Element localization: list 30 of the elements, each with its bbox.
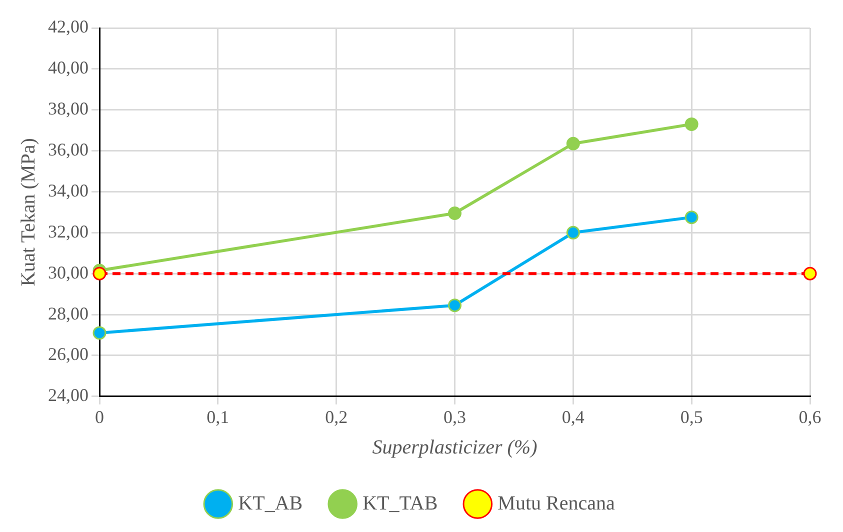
legend-label: KT_AB: [238, 492, 303, 514]
legend-label: KT_TAB: [362, 492, 438, 514]
y-tick-label: 32,00: [48, 221, 88, 242]
y-tick-label: 28,00: [48, 303, 88, 324]
point: [684, 210, 698, 224]
y-tick-label: 42,00: [48, 16, 88, 37]
point: [448, 206, 462, 220]
y-tick-label: 36,00: [48, 140, 88, 160]
x-tick-label: 0,1: [206, 406, 230, 427]
y-tick-label: 26,00: [48, 344, 88, 364]
y-tick-label: 38,00: [48, 98, 88, 119]
y-tick-label: 34,00: [48, 180, 88, 200]
y-tick-label: 30,00: [48, 262, 88, 282]
point: [566, 226, 580, 240]
x-tick-label: 0: [95, 406, 104, 427]
x-tick-label: 0,5: [680, 406, 703, 427]
point: [566, 136, 580, 150]
x-tick-label: 0,4: [562, 406, 584, 427]
x-tick-label: 0,2: [325, 406, 348, 427]
point: [684, 117, 698, 131]
point: [92, 326, 106, 340]
y-axis-title: Kuat Tekan (MPa): [17, 138, 40, 286]
x-axis-title: Superplasticizer (%): [372, 436, 538, 458]
y-tick-label: 40,00: [48, 58, 88, 78]
x-tick-label: 0,3: [444, 406, 466, 427]
point: [803, 266, 817, 280]
x-tick-label: 0,6: [798, 406, 822, 427]
y-tick-label: 24,00: [48, 385, 88, 406]
point: [448, 298, 462, 312]
legend-label: Mutu Rencana: [498, 492, 615, 514]
